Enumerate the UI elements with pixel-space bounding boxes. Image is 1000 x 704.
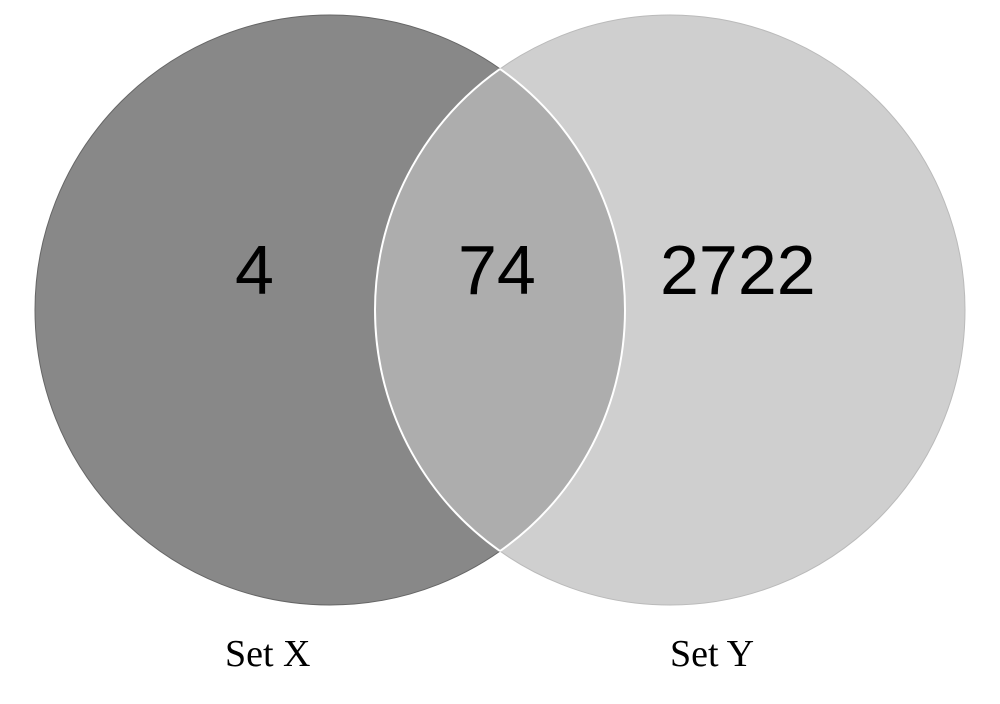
venn-svg xyxy=(0,0,1000,704)
label-set-left: Set X xyxy=(225,632,311,676)
label-set-right: Set Y xyxy=(670,632,754,676)
value-right-only: 2722 xyxy=(660,230,816,310)
value-intersection: 74 xyxy=(458,230,536,310)
venn-diagram: 4 74 2722 Set X Set Y xyxy=(0,0,1000,704)
value-left-only: 4 xyxy=(235,230,274,310)
